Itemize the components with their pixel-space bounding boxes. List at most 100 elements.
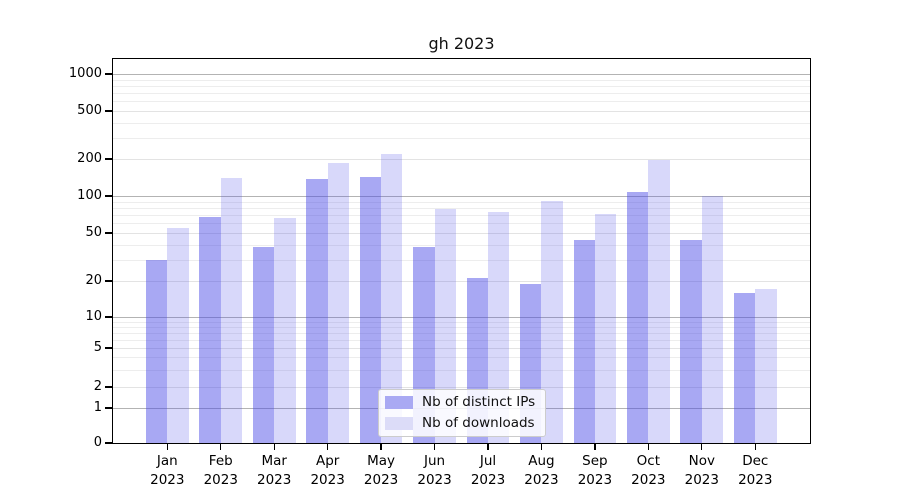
bar-distinct-ips (680, 239, 702, 443)
y-tick-mark (105, 386, 112, 388)
x-tick-label: Mar 2023 (257, 453, 292, 488)
legend-label-downloads: Nb of downloads (422, 415, 535, 431)
y-tick-mark (105, 280, 112, 282)
x-tick-mark (326, 444, 329, 450)
bar-downloads (327, 162, 350, 443)
chart-title: gh 2023 (428, 34, 495, 53)
y-tick-label: 20 (85, 273, 102, 288)
bar-distinct-ips (252, 247, 275, 443)
y-tick-mark (105, 347, 112, 349)
bar-distinct-ips (359, 176, 382, 443)
x-tick-label: Sep 2023 (577, 453, 613, 488)
x-tick-mark (380, 444, 382, 450)
y-gridline-minor (113, 332, 810, 334)
legend-item-distinct-ips: Nb of distinct IPs (385, 394, 545, 411)
y-gridline-minor (113, 369, 810, 371)
y-gridline-major (113, 317, 810, 318)
x-tick-mark (701, 444, 703, 450)
y-tick-label: 10 (85, 309, 102, 324)
y-tick-mark (105, 110, 112, 112)
y-tick-mark (105, 195, 112, 197)
x-tick-mark (647, 444, 650, 450)
x-tick-label: Jan 2023 (150, 453, 185, 488)
y-gridline-minor (113, 357, 810, 359)
legend-label-distinct-ips: Nb of distinct IPs (422, 394, 536, 410)
y-tick-label: 200 (77, 151, 102, 166)
x-tick-label: Feb 2023 (203, 453, 238, 488)
bar-distinct-ips (145, 259, 168, 443)
bar-downloads (594, 214, 617, 443)
y-tick-label: 100 (77, 188, 102, 203)
bar-downloads (755, 289, 777, 443)
y-tick-label: 1 (93, 400, 102, 415)
bar-downloads (274, 218, 296, 443)
x-tick-label: Nov 2023 (684, 453, 719, 488)
legend-swatch-distinct-ips (385, 396, 413, 409)
x-tick-mark (754, 444, 756, 450)
y-gridline-sub (113, 159, 810, 160)
y-tick-mark (105, 407, 112, 409)
y-gridline-minor (113, 207, 810, 209)
x-tick-label: May 2023 (363, 453, 399, 488)
y-gridline-minor (113, 201, 810, 203)
y-gridline-minor (113, 79, 810, 81)
x-tick-label: Jun 2023 (417, 453, 452, 488)
legend-swatch-downloads (385, 417, 413, 430)
bar-downloads (541, 201, 563, 443)
y-gridline-sub (113, 387, 810, 388)
bar-distinct-ips (199, 216, 221, 443)
bar-downloads (381, 153, 403, 443)
bar-downloads (701, 196, 724, 443)
y-gridline-minor (113, 93, 810, 95)
bar-distinct-ips (573, 239, 595, 443)
y-gridline-minor (113, 137, 810, 139)
y-tick-mark (105, 316, 112, 318)
y-gridline-sub (113, 111, 810, 112)
x-tick-label: Aug 2023 (524, 453, 559, 488)
y-gridline-minor (113, 223, 810, 225)
y-gridline-minor (113, 339, 810, 341)
legend-item-downloads: Nb of downloads (385, 415, 545, 432)
x-tick-mark (540, 444, 543, 450)
x-tick-mark (487, 444, 489, 450)
y-tick-label: 50 (85, 225, 102, 240)
y-gridline-sub (113, 348, 810, 349)
y-gridline-minor (113, 321, 810, 323)
x-tick-mark (594, 444, 596, 450)
y-tick-mark (105, 158, 112, 160)
bar-distinct-ips (626, 191, 649, 443)
x-tick-label: Dec 2023 (738, 453, 773, 488)
x-tick-label: Oct 2023 (631, 453, 666, 488)
bar-downloads (167, 227, 189, 443)
x-tick-mark (273, 444, 275, 450)
bar-downloads (220, 178, 243, 443)
y-tick-label: 5 (93, 340, 102, 355)
y-gridline-major (113, 74, 810, 75)
y-gridline-minor (113, 244, 810, 246)
y-tick-label: 500 (77, 103, 102, 118)
y-gridline-minor (113, 326, 810, 328)
bar-downloads (488, 212, 510, 443)
x-tick-label: Apr 2023 (310, 453, 345, 488)
y-tick-label: 0 (93, 435, 102, 450)
y-gridline-minor (113, 259, 810, 261)
y-gridline-major (113, 196, 810, 197)
x-tick-mark (166, 444, 168, 450)
x-tick-mark (220, 444, 222, 450)
y-gridline-sub (113, 233, 810, 234)
y-gridline-minor (113, 85, 810, 87)
y-tick-mark (105, 73, 112, 75)
x-tick-mark (433, 444, 436, 450)
x-tick-label: Jul 2023 (470, 453, 506, 488)
y-gridline-minor (113, 101, 810, 103)
y-tick-label: 1000 (68, 66, 102, 81)
y-tick-mark (105, 442, 112, 444)
legend: Nb of distinct IPs Nb of downloads (378, 389, 546, 437)
y-tick-mark (105, 232, 112, 234)
y-gridline-minor (113, 215, 810, 217)
bar-distinct-ips (733, 292, 756, 443)
y-gridline-minor (113, 122, 810, 124)
bar-downloads (434, 208, 456, 443)
y-gridline-sub (113, 281, 810, 282)
